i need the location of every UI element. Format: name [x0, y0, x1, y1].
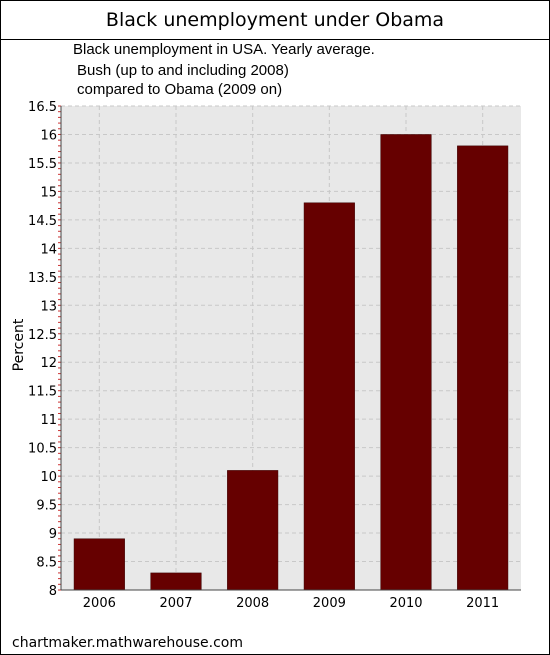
- y-tick-label: 12: [40, 356, 57, 371]
- y-tick-label: 11.5: [28, 385, 57, 400]
- bar-2007: [150, 572, 202, 591]
- y-tick-label: 14.5: [28, 214, 57, 229]
- bar-2008: [227, 470, 279, 591]
- y-tick-label: 16.5: [28, 100, 57, 115]
- grid-lines: [61, 105, 521, 591]
- y-tick-label: 8.5: [36, 556, 57, 571]
- bar-2010: [380, 134, 432, 591]
- y-tick-label: 15.5: [28, 157, 57, 172]
- y-tick-label: 12.5: [28, 328, 57, 343]
- plot-area: [61, 106, 521, 590]
- bar-2006: [73, 538, 125, 591]
- y-tick-label: 14: [40, 242, 57, 257]
- chart-subtitle-line-1: Bush (up to and including 2008): [77, 62, 289, 79]
- axes: [58, 105, 521, 591]
- y-tick-label: 13.5: [28, 271, 57, 286]
- x-tick-label: 2010: [389, 596, 422, 611]
- y-tick-label: 11: [40, 413, 57, 428]
- y-tick-label: 16: [40, 128, 57, 143]
- y-tick-label: 9.5: [36, 499, 57, 514]
- y-tick-label: 10.5: [28, 442, 57, 457]
- footer-credit: chartmaker.mathwarehouse.com: [12, 635, 243, 651]
- bar-2011: [457, 145, 509, 591]
- y-tick-label: 13: [40, 299, 57, 314]
- x-tick-label: 2006: [83, 596, 116, 611]
- y-tick-label: 9: [49, 527, 57, 542]
- chart-subtitle-line-2: compared to Obama (2009 on): [77, 81, 283, 98]
- tick-labels: 8 8.5 9 9.5 10 10.5 11 11.5 12 12.5 13 13.5 14 14.5 15…: [28, 100, 499, 611]
- y-tick-label: 8: [49, 584, 57, 599]
- x-tick-label: 2007: [159, 596, 192, 611]
- x-tick-label: 2011: [466, 596, 499, 611]
- page-title: Black unemployment under Obama: [1, 1, 549, 40]
- y-axis-label: Percent: [11, 318, 27, 371]
- x-tick-label: 2009: [313, 596, 346, 611]
- x-tick-label: 2008: [236, 596, 269, 611]
- y-tick-label: 10: [40, 470, 57, 485]
- bar-2009: [303, 202, 355, 591]
- y-tick-label: 15: [40, 185, 57, 200]
- chart-title: Black unemployment in USA. Yearly averag…: [73, 41, 375, 58]
- bars: [73, 134, 509, 591]
